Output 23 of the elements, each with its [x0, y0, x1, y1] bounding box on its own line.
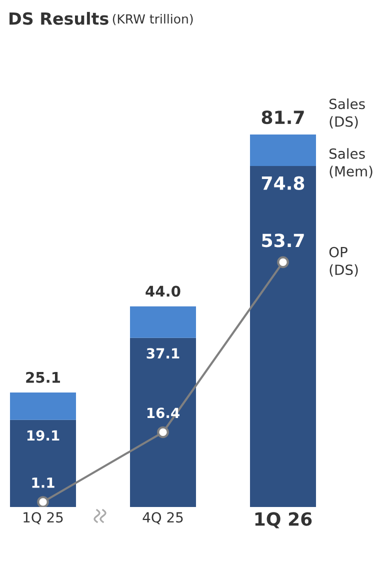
text: (KRW trillion) — [112, 14, 193, 26]
total-label: 44.0 — [146, 286, 180, 297]
bar — [130, 306, 196, 338]
bar — [130, 338, 196, 507]
data-label: 1.1 — [32, 478, 54, 488]
bar — [10, 392, 76, 420]
total-label: 81.7 — [262, 110, 304, 124]
text: OP (DS) — [329, 246, 358, 277]
data-label: 53.7 — [262, 234, 304, 248]
series-label: Sales (DS) — [330, 98, 365, 128]
bar — [10, 420, 76, 507]
x-tick-label: 1Q 25 — [24, 512, 63, 524]
data-label: 74.8 — [262, 176, 304, 190]
bar — [250, 134, 316, 166]
data-label: 19.1 — [27, 430, 60, 441]
series-label: Sales (Mem) — [330, 148, 372, 178]
bar — [250, 166, 316, 507]
data-label: 16.4 — [147, 408, 180, 418]
text: DS Results — [10, 12, 108, 25]
total-label: 25.1 — [26, 372, 60, 383]
x-tick-label: 4Q 25 — [142, 512, 183, 524]
data-label: 37.1 — [146, 348, 180, 359]
x-tick-label: 1Q 26 — [255, 512, 312, 528]
